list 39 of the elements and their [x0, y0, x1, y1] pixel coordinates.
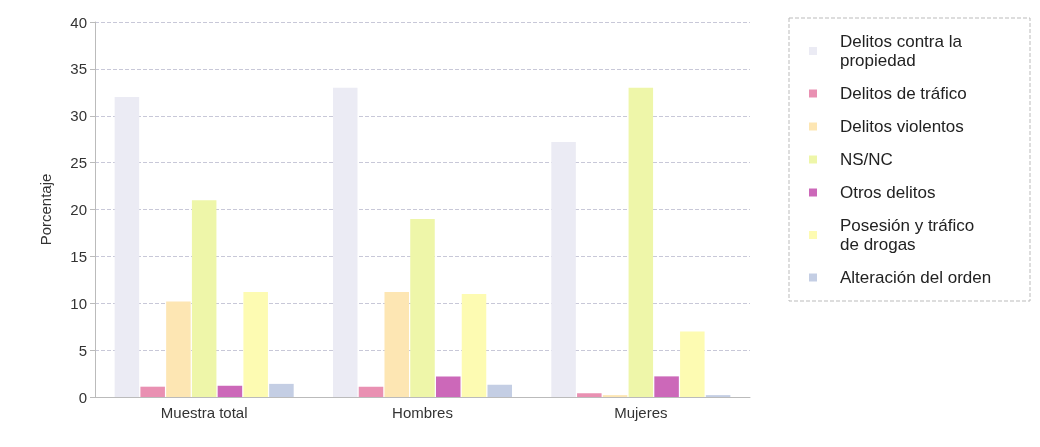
bar	[487, 384, 513, 397]
legend-label: Delitos violentos	[840, 117, 964, 136]
bar	[140, 386, 165, 397]
y-tick-label: 40	[70, 13, 87, 31]
bar	[217, 385, 243, 397]
y-tick-label: 15	[70, 247, 87, 265]
legend-label: Posesión y tráfico de drogas	[840, 216, 979, 254]
bar	[332, 87, 358, 397]
bar	[166, 301, 191, 397]
x-tick-label: Mujeres	[614, 404, 668, 421]
y-tick-label: 30	[70, 107, 87, 125]
bar	[243, 292, 268, 397]
legend-label: Delitos de tráfico	[840, 84, 967, 103]
bar	[461, 293, 487, 397]
y-tick-label: 0	[78, 388, 87, 406]
bar	[114, 97, 140, 397]
bar	[384, 292, 410, 397]
bar	[269, 383, 294, 397]
y-tick-label: 25	[70, 154, 87, 172]
legend-label: Alteración del orden	[840, 268, 992, 287]
y-tick-label: 35	[70, 60, 87, 78]
legend-label: NS/NC	[840, 150, 893, 169]
bar	[577, 393, 602, 397]
bar	[435, 376, 461, 397]
x-tick-label: Muestra total	[160, 404, 248, 421]
legend-label: Delitos contra la propiedad	[840, 32, 967, 70]
legend-label: Otros delitos	[840, 183, 936, 202]
y-tick-label: 10	[70, 294, 87, 312]
bar	[191, 200, 217, 397]
bar	[358, 386, 384, 397]
y-axis-title: Porcentaje	[37, 173, 54, 246]
y-tick-label: 5	[78, 341, 87, 359]
x-tick-label: Hombres	[392, 404, 453, 421]
y-tick-label: 20	[70, 201, 87, 218]
bar	[654, 376, 679, 397]
bar	[680, 331, 705, 397]
bar	[551, 142, 576, 397]
bar	[628, 87, 654, 397]
bar	[410, 218, 435, 397]
